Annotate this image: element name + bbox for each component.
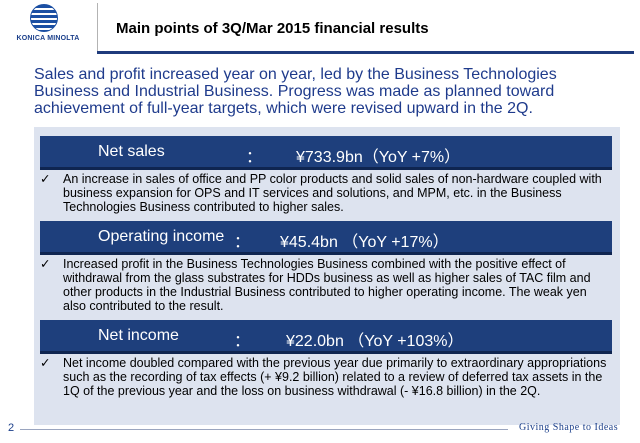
net-income-bullet-text: Net income doubled compared with the pre…: [63, 356, 607, 398]
net-income-label: Net income: [98, 327, 179, 344]
results-panel: [34, 127, 620, 425]
slide-title: Main points of 3Q/Mar 2015 financial res…: [116, 20, 429, 37]
check-icon: ✓: [40, 356, 51, 370]
net-sales-value: ¥733.9bn（YoY +7%）: [296, 149, 461, 166]
operating-income-colon: ：: [234, 234, 251, 251]
operating-income-bar: Operating income ： ¥45.4bn （YoY +17%）: [40, 221, 612, 255]
net-income-value: ¥22.0bn （YoY +103%）: [286, 333, 464, 350]
company-logo: KONICA MINOLTA: [6, 4, 90, 46]
net-income-bar: Net income ： ¥22.0bn （YoY +103%）: [40, 320, 612, 354]
lead-summary: Sales and profit increased year on year,…: [34, 66, 557, 117]
footer-divider: [20, 429, 508, 430]
net-sales-label: Net sales: [98, 143, 165, 160]
footer-tagline: Giving Shape to Ideas: [519, 422, 619, 433]
check-icon: ✓: [40, 172, 51, 186]
logo-text: KONICA MINOLTA: [16, 35, 80, 42]
page-number: 2: [8, 422, 15, 434]
operating-income-bullet-text: Increased profit in the Business Technol…: [63, 257, 591, 313]
title-underline: [97, 51, 634, 54]
check-icon: ✓: [40, 257, 51, 271]
title-separator: [97, 3, 98, 53]
net-income-colon: ：: [234, 333, 251, 350]
net-sales-bullet-text: An increase in sales of office and PP co…: [63, 172, 602, 214]
net-sales-bar: Net sales ： ¥733.9bn（YoY +7%）: [40, 136, 612, 170]
operating-income-value: ¥45.4bn （YoY +17%）: [280, 234, 449, 251]
logo-globe-icon: [30, 4, 58, 32]
net-sales-colon: ：: [246, 149, 263, 166]
operating-income-label: Operating income: [98, 228, 225, 245]
